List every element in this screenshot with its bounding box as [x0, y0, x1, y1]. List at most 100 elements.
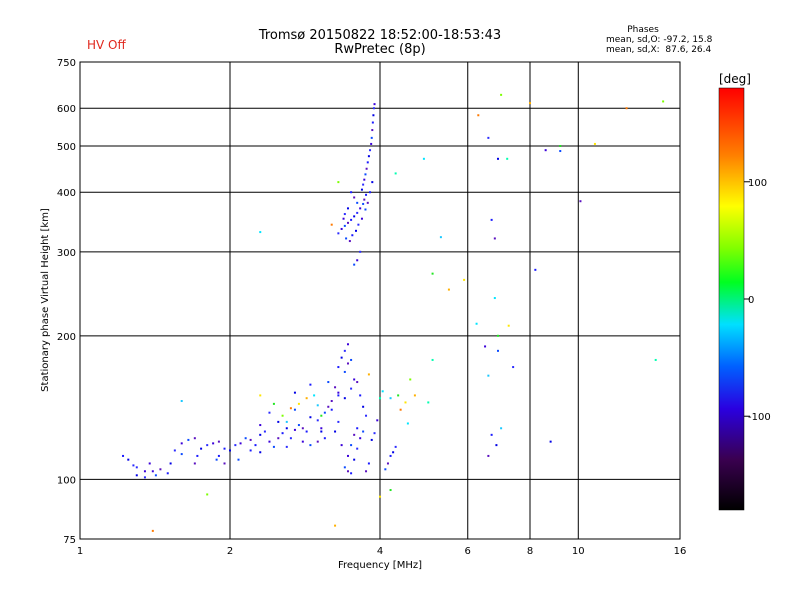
- x-mode-point: [559, 144, 562, 147]
- o-mode-point: [193, 437, 196, 440]
- o-mode-point: [394, 445, 397, 448]
- o-mode-point: [320, 430, 323, 433]
- o-mode-point: [357, 223, 360, 226]
- x-mode-point: [477, 114, 480, 117]
- o-mode-point: [367, 462, 370, 465]
- o-mode-point: [487, 136, 490, 139]
- o-mode-point: [350, 444, 353, 447]
- o-mode-point: [346, 221, 349, 224]
- x-mode-point: [463, 278, 466, 281]
- o-mode-point: [316, 440, 319, 443]
- x-mode-point: [399, 408, 402, 411]
- x-mode-point: [389, 397, 392, 400]
- x-mode-point: [431, 272, 434, 275]
- o-mode-point: [356, 259, 359, 262]
- o-mode-point: [159, 468, 162, 471]
- plot-area: 1 2 4 6 8 10 16 75 100 200 300 400 500 600 750: [57, 58, 686, 557]
- o-mode-point: [277, 437, 280, 440]
- x-tick-label: 10: [572, 546, 585, 557]
- x-mode-point: [593, 142, 596, 145]
- o-mode-point: [362, 430, 365, 433]
- o-mode-point: [359, 437, 362, 440]
- o-mode-point: [169, 462, 172, 465]
- o-mode-point: [366, 201, 369, 204]
- o-mode-point: [343, 213, 346, 216]
- o-mode-point: [340, 444, 343, 447]
- x-mode-point: [413, 394, 416, 397]
- o-mode-point: [132, 464, 135, 467]
- o-mode-point: [353, 433, 356, 436]
- x-mode-point: [379, 397, 381, 400]
- colorbar-ticks: 100 0 -100: [744, 178, 771, 423]
- y-tick-label: 500: [57, 142, 76, 153]
- x-mode-point: [506, 157, 509, 160]
- x-tick-label: 2: [227, 546, 233, 557]
- o-mode-point: [122, 454, 125, 457]
- o-mode-point: [180, 453, 183, 456]
- o-mode-point: [180, 442, 183, 445]
- x-mode-point: [259, 394, 262, 397]
- x-mode-point: [206, 493, 209, 496]
- o-mode-point: [309, 383, 312, 386]
- o-mode-point: [359, 207, 362, 210]
- o-mode-point: [259, 451, 262, 454]
- o-mode-point: [135, 466, 138, 469]
- x-tick-label: 6: [465, 546, 471, 557]
- o-mode-point: [372, 114, 375, 117]
- o-mode-point: [370, 438, 373, 441]
- o-mode-point: [206, 444, 209, 447]
- y-tick-label: 750: [57, 58, 76, 69]
- x-mode-point: [431, 358, 434, 361]
- o-mode-point: [353, 196, 356, 199]
- x-mode-point: [662, 100, 665, 103]
- colorbar-tick-label: -100: [748, 412, 771, 423]
- o-mode-point: [579, 200, 582, 203]
- o-mode-point: [263, 430, 266, 433]
- o-mode-point: [268, 411, 271, 414]
- o-mode-point: [365, 193, 368, 196]
- o-mode-point: [354, 229, 357, 232]
- x-mode-point: [313, 394, 316, 397]
- o-mode-point: [386, 462, 389, 465]
- y-axis-label: Stationary phase Virtual Height [km]: [40, 208, 51, 392]
- x-tick-label: 8: [527, 546, 533, 557]
- x-mode-point: [289, 407, 292, 410]
- o-mode-point: [372, 107, 375, 110]
- o-mode-point: [534, 268, 537, 271]
- o-mode-point: [370, 142, 373, 145]
- o-mode-point: [301, 440, 304, 443]
- o-mode-point: [277, 420, 280, 423]
- o-mode-point: [337, 366, 340, 369]
- o-mode-point: [362, 183, 365, 186]
- o-mode-point: [268, 440, 271, 443]
- o-mode-point: [337, 394, 340, 397]
- o-mode-point: [343, 224, 346, 227]
- o-mode-point: [301, 427, 304, 430]
- o-mode-point: [353, 458, 356, 461]
- x-mode-point: [422, 157, 425, 160]
- o-mode-point: [364, 173, 367, 176]
- o-mode-point: [367, 155, 370, 158]
- o-mode-point: [484, 345, 487, 348]
- x-mode-point: [334, 524, 337, 527]
- o-mode-point: [356, 427, 359, 430]
- x-mode-point: [381, 390, 384, 393]
- colorbar-tick-label: 0: [748, 295, 754, 306]
- y-tick-label: 75: [63, 535, 76, 546]
- o-mode-point: [371, 181, 374, 184]
- o-mode-point: [330, 408, 333, 411]
- o-mode-point: [356, 211, 359, 214]
- o-mode-point: [340, 356, 343, 359]
- colorbar-tick-label: 100: [748, 178, 767, 189]
- x-mode-point: [654, 358, 657, 361]
- o-mode-point: [285, 445, 288, 448]
- chart-title: Tromsø 20150822 18:52:00-18:53:43: [258, 28, 501, 43]
- o-mode-point: [353, 215, 356, 218]
- o-mode-point: [544, 149, 547, 152]
- o-mode-point: [217, 454, 220, 457]
- o-mode-point: [187, 438, 190, 441]
- o-mode-point: [487, 454, 490, 457]
- o-mode-point: [369, 149, 372, 152]
- chart-subtitle: RwPretec (8p): [334, 42, 425, 57]
- o-mode-point: [154, 474, 157, 477]
